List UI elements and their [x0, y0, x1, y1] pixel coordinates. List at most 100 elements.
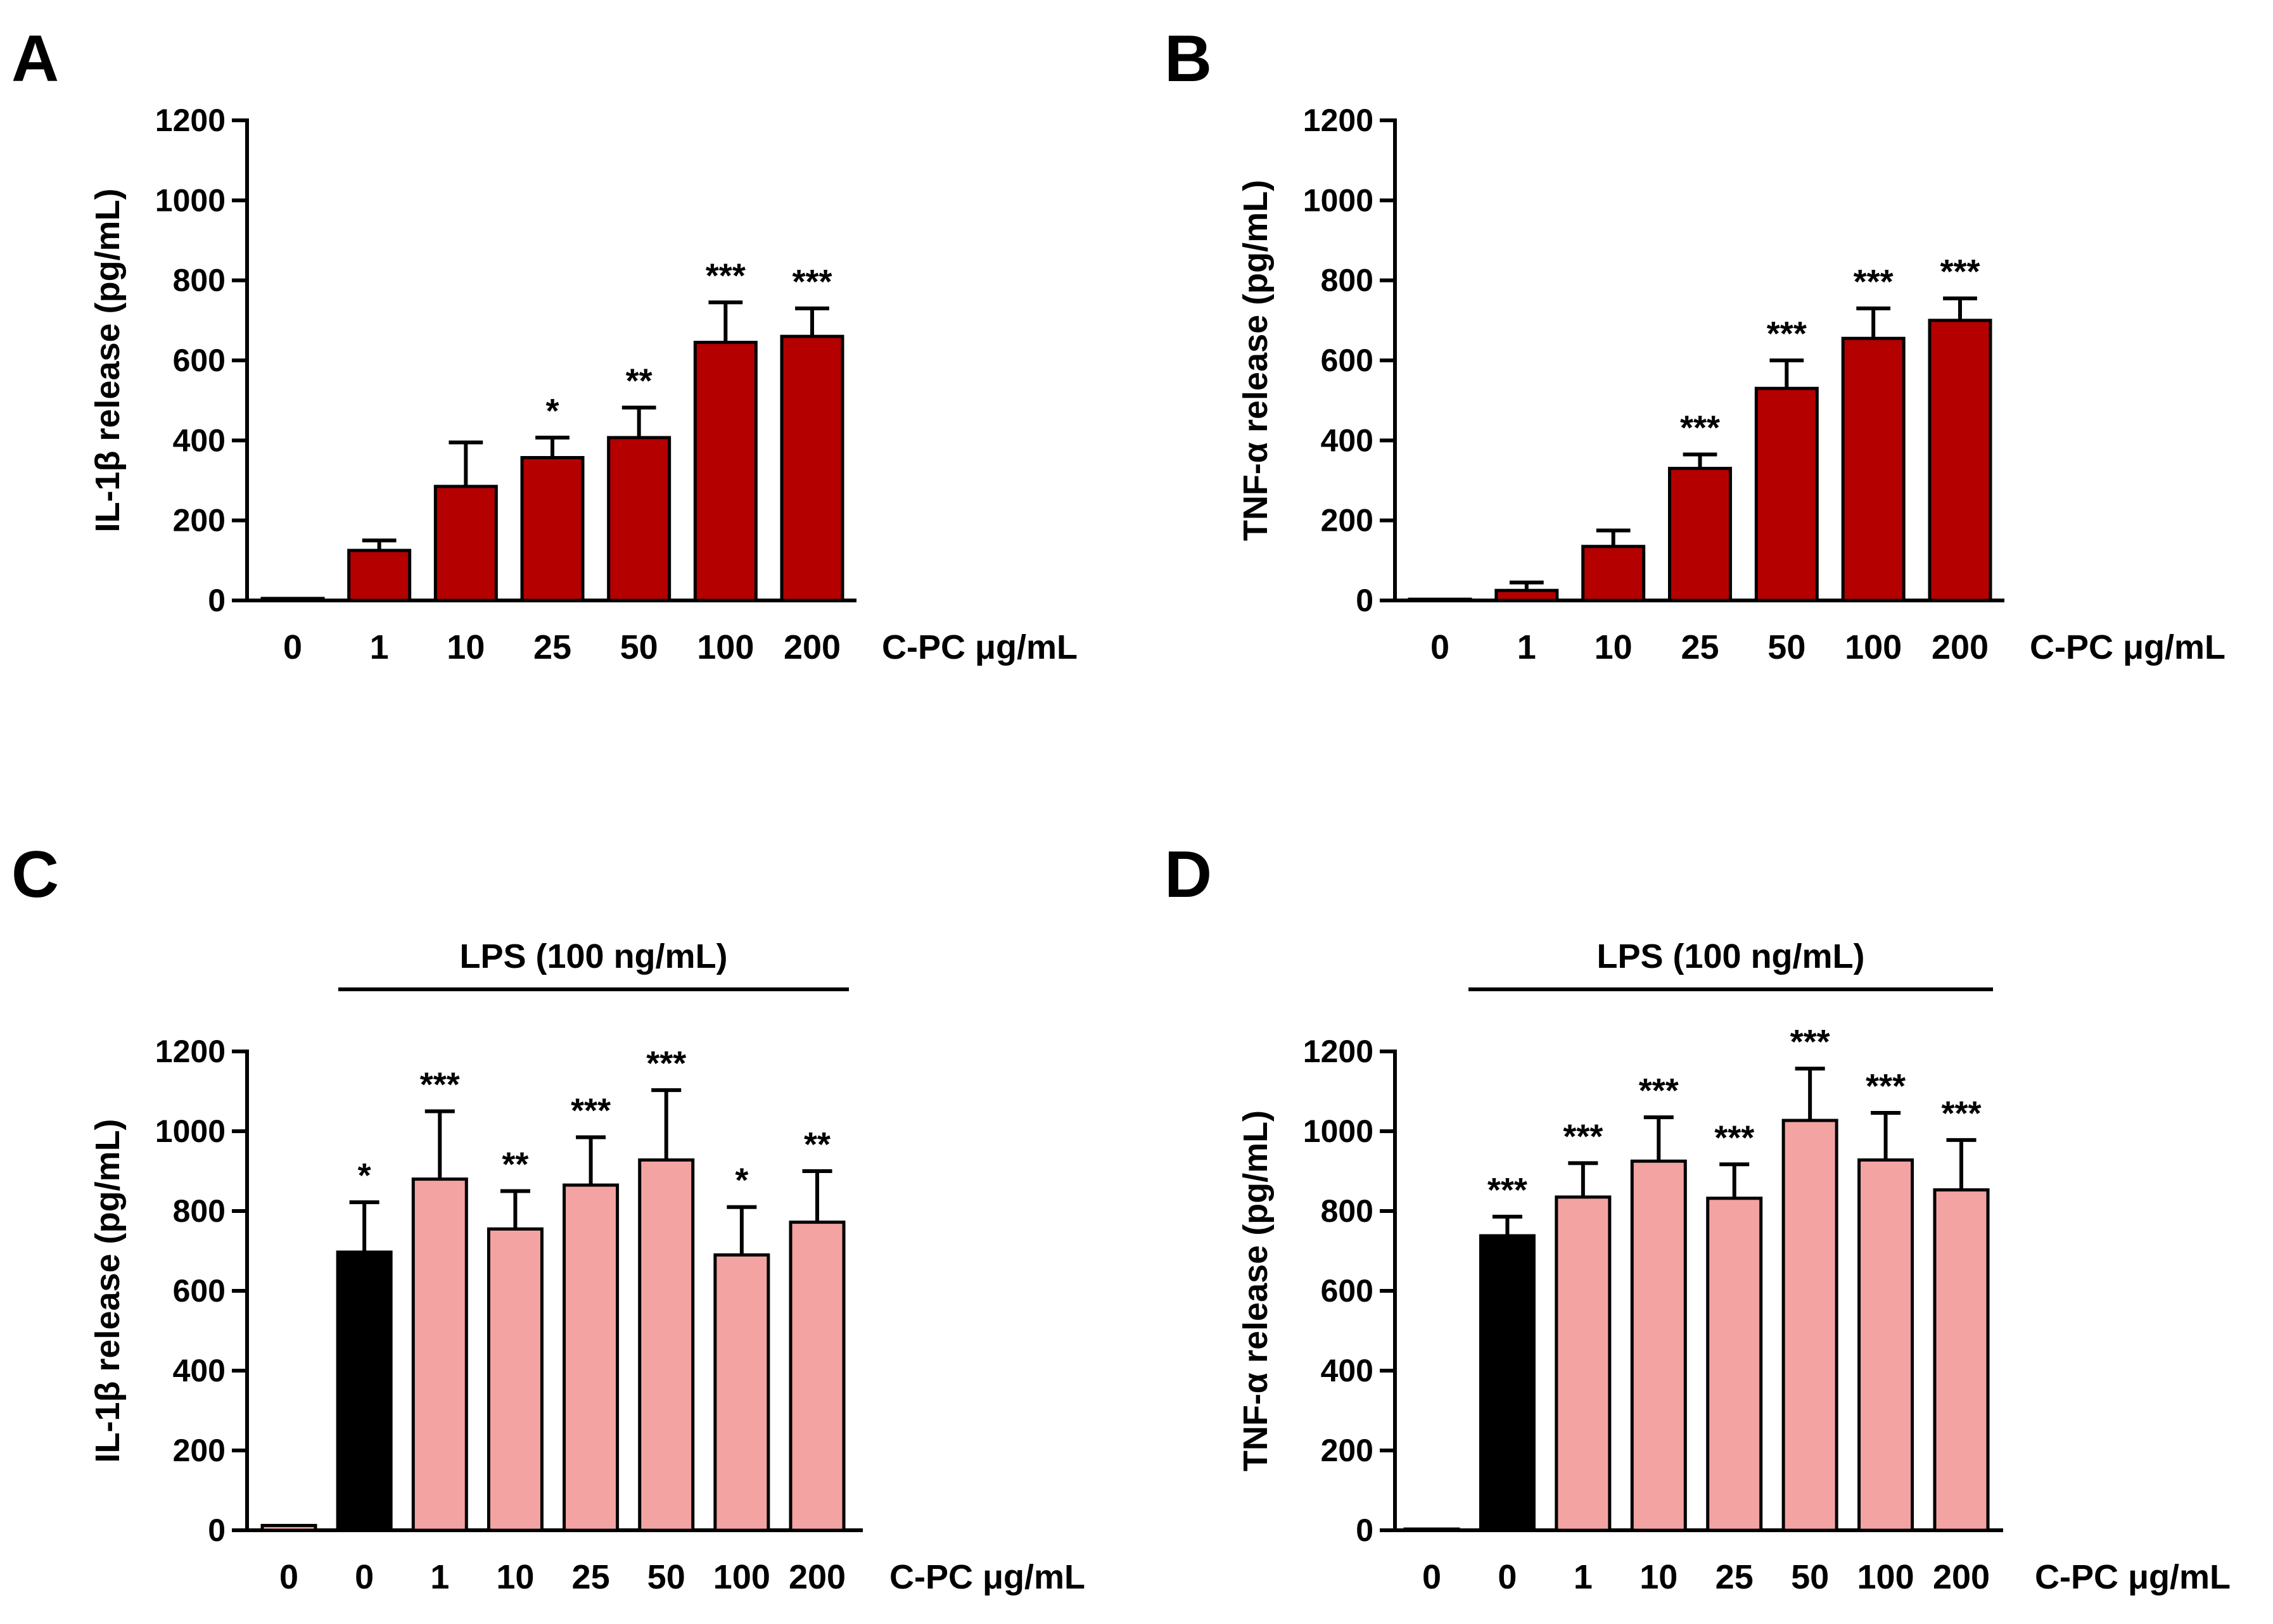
- y-tick-label: 400: [173, 1353, 226, 1388]
- significance-label: ***: [792, 263, 832, 301]
- panel-d-chart: 0 200 400 600 800 1000 1200 0 *** 0 *** 1 *** 10 *** 25…: [1237, 937, 2231, 1596]
- x-axis-label: C-PC μg/mL: [882, 628, 1078, 666]
- bar: [487, 1227, 544, 1532]
- significance-label: ***: [1714, 1119, 1754, 1157]
- significance-label: ***: [646, 1044, 686, 1082]
- x-tick-label: 25: [533, 628, 571, 666]
- bar: [336, 1250, 393, 1532]
- bar: [1479, 1234, 1536, 1532]
- y-axis-title: TNF-α release (pg/mL): [1237, 1110, 1275, 1471]
- bar: [433, 485, 498, 602]
- bar: [411, 1177, 468, 1532]
- group-label: LPS (100 ng/mL): [1596, 937, 1864, 975]
- bar: [713, 1253, 770, 1532]
- y-tick-label: 800: [173, 263, 226, 298]
- panel-b-chart: 0 200 400 600 800 1000 1200 0 1 10 *** 25 *** 50 *** 10…: [1237, 103, 2225, 666]
- y-tick-label: 600: [1321, 1273, 1373, 1309]
- y-tick-label: 200: [173, 503, 226, 538]
- bar: [1754, 386, 1819, 602]
- y-tick-label: 200: [173, 1433, 226, 1468]
- x-tick-label: 1: [430, 1558, 449, 1596]
- x-tick-label: 10: [1639, 1558, 1678, 1596]
- y-tick-label: 1200: [155, 103, 226, 138]
- x-tick-label: 100: [697, 628, 754, 666]
- bar: [638, 1158, 695, 1532]
- panel-d: D 0 200 400 600 800 1000 1200 0 *** 0 *** 1 *** 10 ***…: [1164, 838, 2231, 1596]
- y-axis-title: IL-1β release (pg/mL): [89, 1119, 127, 1462]
- x-axis-label: C-PC μg/mL: [2035, 1558, 2231, 1596]
- y-tick-label: 600: [1321, 343, 1373, 378]
- panel-c-chart: 0200400600800100012000*0***1**10***25***…: [89, 937, 1085, 1596]
- panel-a: A 0 200 400 600 800 1000 1200 0 1 10 * 25 ** 50 *** 100…: [11, 22, 1078, 666]
- bar: [1933, 1188, 1990, 1532]
- bar: [1706, 1196, 1763, 1532]
- significance-label: ***: [571, 1091, 611, 1129]
- x-tick-label: 50: [1767, 628, 1805, 666]
- y-tick-label: 1000: [155, 1113, 226, 1149]
- panel-b-letter: B: [1164, 22, 1212, 96]
- bar: [1781, 1119, 1838, 1532]
- x-tick-label: 100: [1857, 1558, 1914, 1596]
- y-tick-label: 1200: [155, 1034, 226, 1069]
- y-tick-label: 0: [1356, 1513, 1373, 1548]
- y-tick-label: 1200: [1303, 103, 1373, 138]
- x-tick-label: 200: [1932, 628, 1989, 666]
- y-tick-label: 400: [173, 422, 226, 458]
- x-tick-label: 100: [1845, 628, 1902, 666]
- y-tick-label: 1000: [1303, 182, 1373, 218]
- x-tick-label: 10: [1595, 628, 1633, 666]
- significance-label: ***: [420, 1066, 460, 1104]
- x-tick-label: 1: [1574, 1558, 1593, 1596]
- bar: [1857, 1158, 1914, 1532]
- x-tick-label: 200: [789, 1558, 846, 1596]
- y-tick-label: 800: [173, 1193, 226, 1229]
- significance-label: ***: [1790, 1023, 1830, 1061]
- significance-label: ***: [1941, 1094, 1981, 1132]
- x-tick-label: 0: [283, 628, 302, 666]
- bar: [607, 436, 672, 602]
- panel-a-letter: A: [11, 22, 59, 96]
- panel-c-letter: C: [11, 838, 59, 911]
- significance-label: ***: [1940, 253, 1980, 291]
- y-tick-label: 400: [1321, 1353, 1373, 1388]
- panel-c: C 0200400600800100012000*0***1**10***25*…: [11, 838, 1085, 1596]
- x-tick-label: 0: [1498, 1558, 1517, 1596]
- x-tick-label: 0: [1422, 1558, 1441, 1596]
- significance-label: ***: [1639, 1072, 1679, 1110]
- panel-a-chart: 0 200 400 600 800 1000 1200 0 1 10 * 25 ** 50 *** 100 **…: [89, 103, 1078, 666]
- bar: [1555, 1195, 1612, 1532]
- x-tick-label: 50: [647, 1558, 685, 1596]
- group-label: LPS (100 ng/mL): [459, 937, 727, 975]
- x-tick-label: 25: [572, 1558, 610, 1596]
- x-tick-label: 10: [447, 628, 485, 666]
- x-axis-label: C-PC μg/mL: [2030, 628, 2225, 666]
- significance-label: *: [545, 392, 559, 430]
- x-tick-label: 200: [1933, 1558, 1990, 1596]
- bar: [347, 549, 412, 602]
- x-axis-label: C-PC μg/mL: [889, 1558, 1085, 1596]
- x-tick-label: 1: [370, 628, 389, 666]
- x-tick-label: 25: [1716, 1558, 1754, 1596]
- significance-label: **: [502, 1146, 528, 1184]
- x-tick-label: 0: [355, 1558, 374, 1596]
- x-tick-label: 10: [496, 1558, 534, 1596]
- significance-label: ***: [706, 257, 746, 295]
- bar: [780, 334, 844, 602]
- bar: [260, 597, 325, 602]
- bar: [520, 455, 585, 602]
- y-axis-title: IL-1β release (pg/mL): [89, 188, 127, 532]
- x-tick-label: 200: [784, 628, 841, 666]
- significance-label: **: [804, 1126, 831, 1164]
- y-tick-label: 1000: [155, 182, 226, 218]
- x-tick-label: 1: [1517, 628, 1536, 666]
- y-tick-label: 0: [1356, 583, 1373, 618]
- bar: [1841, 336, 1906, 602]
- significance-label: *: [735, 1162, 748, 1200]
- y-tick-label: 1000: [1303, 1113, 1373, 1149]
- significance-label: **: [626, 362, 653, 400]
- y-tick-label: 200: [1321, 503, 1373, 538]
- panel-d-letter: D: [1164, 838, 1212, 911]
- significance-label: ***: [1563, 1117, 1603, 1155]
- significance-label: ***: [1767, 315, 1807, 353]
